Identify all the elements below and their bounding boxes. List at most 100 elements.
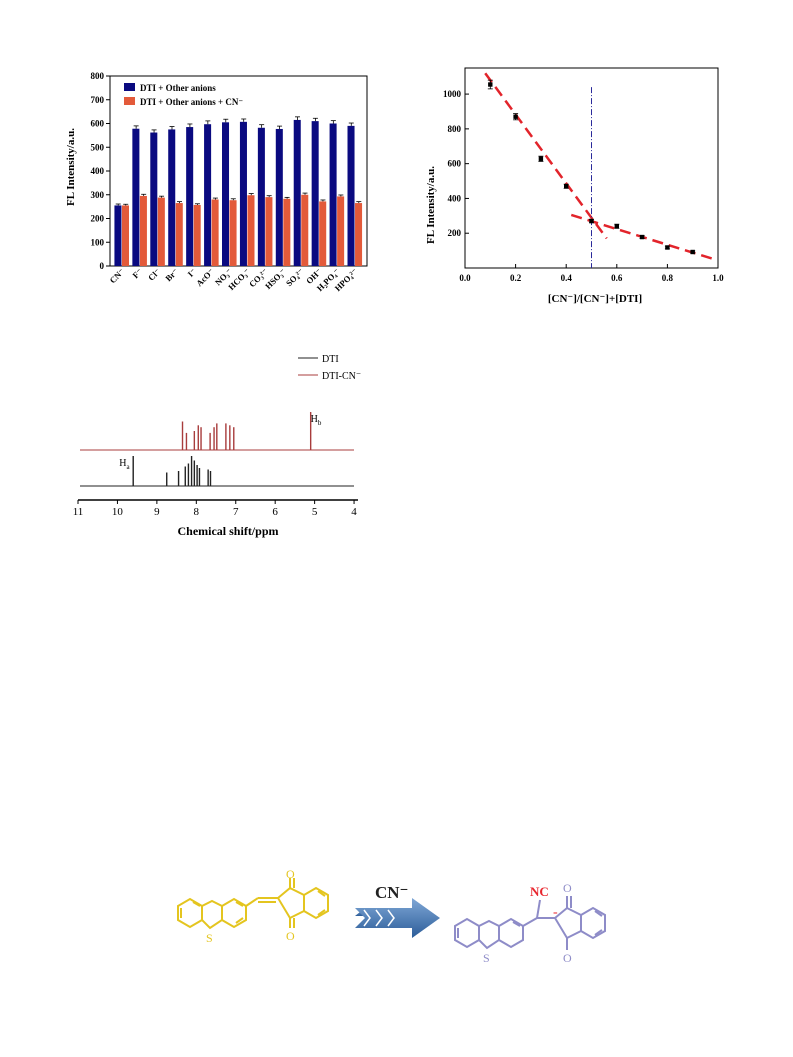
bar-s2-1 xyxy=(139,195,147,266)
bar-ytick-label-2: 200 xyxy=(91,214,105,224)
job-xtick-label-5: 1.0 xyxy=(712,273,724,283)
job-point-3 xyxy=(564,184,569,189)
bar-ytick-label-0: 0 xyxy=(100,261,105,271)
job-ytick-label-3: 800 xyxy=(448,124,462,134)
bar-plot-area: 0 100 200 300 400 500 600 700 800 CN⁻ F⁻ Cl⁻ Br⁻ I⁻Ac… xyxy=(91,71,368,293)
job-point-1 xyxy=(513,114,518,119)
product-sulfur: S xyxy=(483,951,490,965)
job-point-7 xyxy=(665,245,670,250)
product-nitrile-group: NC xyxy=(530,884,549,899)
bar-ytick-label-5: 500 xyxy=(91,142,105,152)
legend-label-dti-cn: DTI-CN⁻ xyxy=(322,371,361,382)
nmr-xtick-label-0: 11 xyxy=(73,506,84,518)
bar-s2-5 xyxy=(211,199,219,266)
bar-ytick-label-4: 400 xyxy=(91,166,105,176)
reactant-dti-molecule xyxy=(177,878,329,930)
bar-s2-12 xyxy=(337,196,345,266)
job-xtick-label-2: 0.4 xyxy=(561,273,573,283)
legend-label-series-2: DTI + Other anions + CN⁻ xyxy=(140,97,243,107)
nmr-annotation-0: Ha xyxy=(119,458,130,471)
bar-ytick-label-3: 300 xyxy=(91,190,105,200)
nmr-xtick-label-6: 5 xyxy=(312,506,318,518)
job-xtick-label-0: 0.0 xyxy=(459,273,471,283)
bar-s1-12 xyxy=(329,123,337,266)
bar-s2-8 xyxy=(265,197,273,266)
job-point-5 xyxy=(614,224,619,229)
bar-s1-7 xyxy=(239,121,247,267)
bar-ytick-label-8: 800 xyxy=(91,71,105,81)
legend-swatch-series-2 xyxy=(124,97,135,105)
nmr-xtick-label-5: 6 xyxy=(272,506,278,518)
job-plot-ylabel: FL Intensity/a.u. xyxy=(425,166,437,244)
bar-chart-ylabel: FL Intensity/a.u. xyxy=(65,128,77,206)
bar-chart: 0 100 200 300 400 500 600 700 800 CN⁻ F⁻ Cl⁻ Br⁻ I⁻Ac… xyxy=(65,71,368,293)
bar-s1-4 xyxy=(186,127,194,266)
product-oxygen-bottom: O xyxy=(563,951,572,965)
bar-s1-0 xyxy=(114,205,122,266)
job-point-0 xyxy=(488,82,493,87)
bar-s2-6 xyxy=(229,200,237,266)
bar-s1-13 xyxy=(347,125,355,266)
job-point-8 xyxy=(690,249,695,255)
job-fit-line-0 xyxy=(484,72,608,240)
bar-s1-5 xyxy=(204,124,212,267)
nmr-legend: DTI DTI-CN⁻ xyxy=(298,354,361,382)
bar-category-label-5: AcO⁻ xyxy=(194,266,216,288)
legend-label-series-1: DTI + Other anions xyxy=(140,83,216,93)
nmr-xtick-label-3: 8 xyxy=(194,506,200,518)
bar-category-label-10: SO₄²⁻ xyxy=(284,266,306,288)
reactant-oxygen-top: O xyxy=(286,868,295,881)
nmr-xtick-label-7: 4 xyxy=(351,506,357,518)
reaction-scheme: O O S CN⁻ NC - O O S xyxy=(177,868,606,965)
product-negative-charge: - xyxy=(553,905,558,920)
bar-category-label-3: Br⁻ xyxy=(163,266,180,283)
bar-s2-3 xyxy=(175,203,183,266)
bar-s1-6 xyxy=(222,122,230,266)
job-xtick-label-1: 0.2 xyxy=(510,273,522,283)
bar-chart-legend: DTI + Other anions DTI + Other anions + … xyxy=(124,83,243,107)
bar-s2-9 xyxy=(283,198,291,266)
nmr-xtick-label-2: 9 xyxy=(154,506,160,518)
job-ytick-label-2: 600 xyxy=(448,159,462,169)
legend-label-dti: DTI xyxy=(322,354,339,365)
bar-category-label-4: I⁻ xyxy=(186,266,199,279)
nmr-xlabel: Chemical shift/ppm xyxy=(177,524,278,538)
product-oxygen-top: O xyxy=(563,881,572,895)
bar-s1-1 xyxy=(132,128,140,266)
bar-ytick-label-7: 700 xyxy=(91,95,105,105)
bar-s2-4 xyxy=(193,204,201,266)
reagent-label: CN⁻ xyxy=(375,883,409,902)
bar-category-label-2: Cl⁻ xyxy=(146,266,162,282)
bar-s1-10 xyxy=(293,119,301,266)
job-plot-xlabel: [CN⁻]/[CN⁻]+[DTI] xyxy=(548,293,642,305)
product-dti-cn-molecule xyxy=(454,896,606,950)
bar-s1-9 xyxy=(275,128,283,266)
reactant-sulfur: S xyxy=(206,931,213,945)
nmr-xtick-label-4: 7 xyxy=(233,506,239,518)
job-ytick-label-4: 1000 xyxy=(443,89,462,99)
bar-s2-2 xyxy=(157,197,165,266)
job-ytick-label-0: 200 xyxy=(448,228,462,238)
legend-swatch-series-1 xyxy=(124,83,135,91)
bar-ytick-label-6: 600 xyxy=(91,119,105,129)
bar-s1-3 xyxy=(168,129,176,266)
nmr-annotation-1: Hb xyxy=(311,414,322,427)
job-plot-area: 200 400 600 800 1000 0.0 0.2 0.4 0.6 0.8 1.0 xyxy=(443,67,724,283)
bar-category-label-0: CN⁻ xyxy=(107,266,126,285)
reactant-oxygen-bottom: O xyxy=(286,929,295,943)
job-ytick-label-1: 400 xyxy=(448,193,462,203)
bar-category-label-9: HSO₃⁻ xyxy=(263,266,288,291)
bar-category-label-1: F⁻ xyxy=(130,266,144,280)
bar-s2-11 xyxy=(319,201,327,266)
bar-s2-10 xyxy=(301,194,309,266)
job-point-6 xyxy=(639,234,645,240)
bar-s1-11 xyxy=(311,121,319,266)
bar-s1-8 xyxy=(257,127,265,267)
nmr-chart: 11 10 9 8 7 6 5 4 Ha Hb DTI DTI-CN⁻ Chemical shif… xyxy=(73,354,361,538)
job-xtick-label-4: 0.8 xyxy=(662,273,674,283)
bar-s1-2 xyxy=(150,132,158,266)
reaction-arrow xyxy=(355,898,440,938)
bar-s2-13 xyxy=(355,203,363,266)
job-point-4 xyxy=(589,218,594,224)
bar-s2-7 xyxy=(247,195,255,266)
